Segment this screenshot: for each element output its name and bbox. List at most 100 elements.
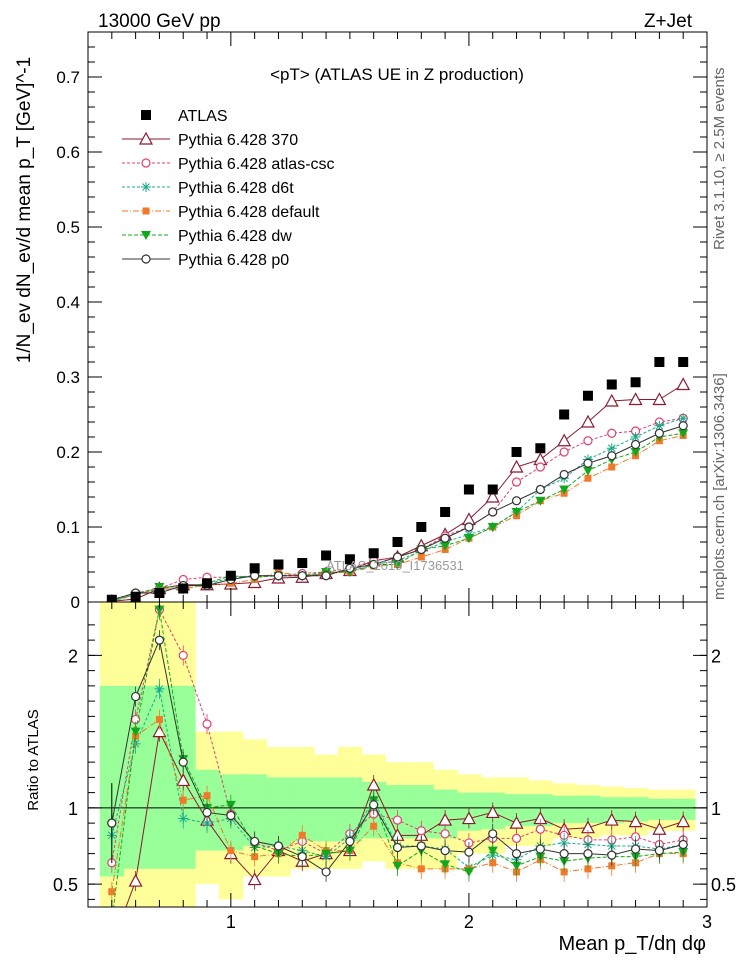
main-point-pythia-6-428-dw bbox=[630, 448, 641, 457]
mcplots-label: mcplots.cern.ch [arXiv:1306.3436] bbox=[711, 373, 728, 600]
ratio-point-atlas bbox=[107, 818, 117, 828]
ratio-y-tick-label: 1 bbox=[68, 799, 78, 819]
main-y-axis-label: 1/N_ev dN_ev/d mean p_T [GeV]^-1 bbox=[14, 57, 35, 363]
main-point-atlas bbox=[582, 390, 593, 401]
main-line-pythia-6-428-p0 bbox=[111, 425, 684, 601]
rivet-label: Rivet 3.1.10, ≥ 2.5M events bbox=[711, 68, 728, 251]
ratio-point-pythia-6-428-atlas-csc bbox=[392, 815, 403, 825]
main-point-pythia-6-428-dw bbox=[154, 583, 165, 592]
main-point-pythia-6-428-atlas-csc bbox=[511, 477, 522, 487]
ratio-point-pythia-6-428-370 bbox=[366, 777, 381, 791]
main-point-pythia-6-428-p0 bbox=[678, 421, 688, 431]
ratio-point-pythia-6-428-p0 bbox=[392, 842, 403, 853]
main-point-atlas bbox=[249, 563, 260, 574]
x-tick-label: 3 bbox=[702, 912, 712, 932]
main-point-atlas bbox=[606, 379, 617, 390]
legend-marker bbox=[141, 254, 151, 264]
ratio-point-pythia-6-428-370 bbox=[247, 872, 262, 886]
main-point-pythia-6-428-370 bbox=[604, 393, 619, 407]
main-y-tick-label: 0.6 bbox=[56, 143, 80, 162]
ratio-band-inner bbox=[647, 798, 672, 821]
ratio-band-inner bbox=[266, 777, 291, 846]
main-point-pythia-6-428-d6t bbox=[606, 443, 617, 454]
header-collision: 13000 GeV pp bbox=[98, 11, 221, 32]
ratio-point-pythia-6-428-370 bbox=[652, 821, 667, 835]
legend-entry-pythia-6-428-p0: Pythia 6.428 p0 bbox=[122, 252, 289, 269]
ratio-point-pythia-6-428-atlas-csc bbox=[511, 833, 522, 843]
legend-entry-pythia-6-428-atlas-csc: Pythia 6.428 atlas-csc bbox=[122, 156, 335, 173]
main-y-tick-label: 0.5 bbox=[56, 218, 80, 237]
ratio-y-tick-label-right: 1 bbox=[711, 799, 721, 819]
ratio-point-pythia-6-428-default bbox=[417, 865, 425, 873]
legend-entry-atlas: ATLAS bbox=[141, 108, 228, 125]
ratio-point-pythia-6-428-p0 bbox=[369, 800, 379, 810]
main-point-pythia-6-428-dw bbox=[511, 508, 522, 517]
ratio-point-pythia-6-428-370 bbox=[485, 805, 500, 819]
ratio-point-pythia-6-428-default bbox=[298, 831, 306, 839]
ratio-point-pythia-6-428-dw bbox=[487, 846, 498, 856]
main-series-pythia-6-428-atlas-csc bbox=[107, 413, 688, 602]
main-point-atlas bbox=[321, 550, 332, 561]
main-point-pythia-6-428-dw bbox=[392, 560, 403, 570]
ratio-point-pythia-6-428-dw bbox=[321, 849, 332, 859]
ratio-point-pythia-6-428-atlas-csc bbox=[440, 829, 450, 839]
ratio-point-pythia-6-428-d6t bbox=[559, 837, 570, 848]
legend-label: Pythia 6.428 370 bbox=[178, 132, 298, 149]
main-point-atlas bbox=[630, 377, 641, 388]
main-point-atlas bbox=[368, 548, 379, 559]
main-point-atlas bbox=[463, 484, 474, 495]
ratio-point-pythia-6-428-p0 bbox=[535, 844, 545, 854]
ratio-point-pythia-6-428-default bbox=[203, 792, 211, 800]
ratio-point-pythia-6-428-p0 bbox=[583, 849, 593, 859]
ratio-point-pythia-6-428-p0 bbox=[464, 847, 474, 857]
legend-marker bbox=[141, 182, 151, 192]
ratio-point-pythia-6-428-p0 bbox=[273, 841, 284, 851]
legend-entry-pythia-6-428-dw: Pythia 6.428 dw bbox=[122, 228, 292, 245]
header-process: Z+Jet bbox=[644, 11, 693, 32]
legend-label: Pythia 6.428 d6t bbox=[178, 180, 294, 197]
main-line-pythia-6-428-atlas-csc bbox=[111, 417, 684, 601]
legend-marker bbox=[141, 110, 151, 120]
main-point-pythia-6-428-p0 bbox=[559, 469, 569, 480]
ratio-point-pythia-6-428-dw bbox=[392, 861, 403, 871]
main-point-pythia-6-428-p0 bbox=[535, 484, 545, 495]
main-point-pythia-6-428-default bbox=[584, 474, 592, 482]
main-point-pythia-6-428-p0 bbox=[607, 451, 617, 461]
main-point-atlas bbox=[202, 578, 213, 589]
main-point-pythia-6-428-dw bbox=[463, 534, 474, 544]
ratio-point-pythia-6-428-p0 bbox=[654, 845, 664, 856]
main-point-pythia-6-428-370 bbox=[580, 414, 595, 428]
ratio-point-pythia-6-428-p0 bbox=[488, 829, 498, 839]
main-point-pythia-6-428-p0 bbox=[583, 458, 593, 468]
ratio-y-tick-label: 0.5 bbox=[53, 875, 78, 895]
main-point-pythia-6-428-atlas-csc bbox=[535, 462, 545, 472]
main-series-pythia-6-428-p0 bbox=[107, 421, 688, 602]
x-tick-label: 2 bbox=[464, 912, 474, 932]
main-point-atlas bbox=[392, 537, 403, 547]
ratio-y-tick-label-right: 0.5 bbox=[711, 875, 736, 895]
ratio-point-pythia-6-428-default bbox=[560, 868, 568, 876]
ratio-point-pythia-6-428-370 bbox=[628, 814, 643, 828]
chart-title: <pT> (ATLAS UE in Z production) bbox=[270, 65, 524, 84]
ratio-point-pythia-6-428-default bbox=[227, 847, 235, 855]
ratio-point-pythia-6-428-default bbox=[489, 859, 497, 867]
ratio-point-pythia-6-428-default bbox=[584, 865, 592, 873]
main-point-pythia-6-428-dw bbox=[487, 523, 498, 532]
ratio-point-pythia-6-428-p0 bbox=[630, 844, 641, 854]
main-point-atlas bbox=[535, 443, 546, 454]
main-point-pythia-6-428-p0 bbox=[630, 439, 641, 450]
ratio-panel: 0.5 0.5 1 1 2 2 1 2 3 Ratio to ATLAS Mean p_T/dη… bbox=[25, 601, 736, 955]
main-point-atlas bbox=[154, 588, 165, 598]
analysis-watermark: ATLAS_2019_I1736531 bbox=[326, 558, 464, 573]
main-y-tick-label: 0.2 bbox=[56, 443, 80, 462]
main-y-tick-label: 0.1 bbox=[56, 518, 80, 537]
main-y-tick-label: 0.3 bbox=[56, 368, 80, 387]
main-point-atlas bbox=[416, 522, 427, 532]
main-point-atlas bbox=[440, 507, 451, 517]
ratio-point-pythia-6-428-p0 bbox=[416, 841, 426, 851]
main-point-pythia-6-428-370 bbox=[628, 392, 643, 406]
main-point-pythia-6-428-p0 bbox=[273, 571, 284, 581]
ratio-point-pythia-6-428-370 bbox=[509, 815, 524, 829]
main-point-pythia-6-428-dw bbox=[678, 429, 689, 439]
